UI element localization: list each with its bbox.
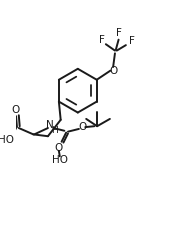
Text: F: F xyxy=(116,28,122,38)
Text: F: F xyxy=(129,37,135,46)
Text: HO: HO xyxy=(52,155,68,165)
Text: O: O xyxy=(55,143,63,153)
Text: N: N xyxy=(46,120,54,130)
Text: O: O xyxy=(78,122,87,132)
Text: O: O xyxy=(109,66,117,76)
Text: H: H xyxy=(51,126,58,135)
Text: O: O xyxy=(11,105,19,115)
Text: HO: HO xyxy=(0,135,14,145)
Text: F: F xyxy=(99,35,105,45)
